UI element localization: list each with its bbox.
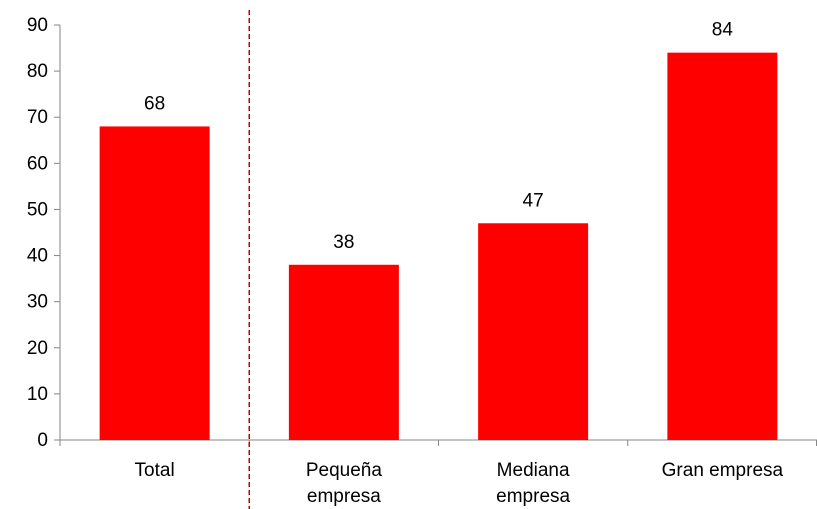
x-tick-label-line: Mediana bbox=[497, 460, 570, 481]
bar bbox=[478, 223, 589, 440]
x-axis: Total Pequeña empresa Mediana empresa Gran em… bbox=[59, 439, 817, 507]
y-tick-label: 70 bbox=[27, 107, 48, 128]
bar bbox=[99, 126, 210, 440]
x-tick-label-line: empresa bbox=[307, 486, 381, 507]
x-tick-label: Total bbox=[135, 460, 175, 481]
x-tick-label: Pequeña empresa bbox=[306, 460, 383, 507]
x-tick-label: Mediana empresa bbox=[496, 460, 570, 507]
y-tick-label: 60 bbox=[27, 153, 48, 174]
bars bbox=[99, 52, 778, 441]
x-tick-label: Gran empresa bbox=[662, 460, 784, 481]
y-tick-label: 10 bbox=[27, 384, 48, 405]
y-tick-label: 30 bbox=[27, 292, 48, 313]
y-axis: 0 10 20 30 40 50 60 70 80 90 bbox=[27, 15, 61, 451]
y-tick-label: 90 bbox=[27, 15, 48, 36]
y-tick-label: 50 bbox=[27, 199, 48, 220]
data-label: 38 bbox=[333, 232, 354, 253]
x-tick-label-line: Total bbox=[135, 460, 175, 481]
y-tick-label: 40 bbox=[27, 246, 48, 267]
bar bbox=[288, 264, 399, 440]
y-tick-label: 80 bbox=[27, 61, 48, 82]
data-label: 84 bbox=[712, 20, 734, 41]
y-tick-label: 0 bbox=[37, 430, 48, 451]
data-labels: 68 38 47 84 bbox=[144, 20, 733, 253]
x-tick-label-line: Gran empresa bbox=[662, 460, 784, 481]
x-tick-label-line: Pequeña bbox=[306, 460, 383, 481]
y-tick-label: 20 bbox=[27, 338, 48, 359]
data-label: 47 bbox=[523, 190, 544, 211]
x-tick-label-line: empresa bbox=[496, 486, 570, 507]
data-label: 68 bbox=[144, 93, 165, 114]
bar bbox=[667, 52, 778, 441]
